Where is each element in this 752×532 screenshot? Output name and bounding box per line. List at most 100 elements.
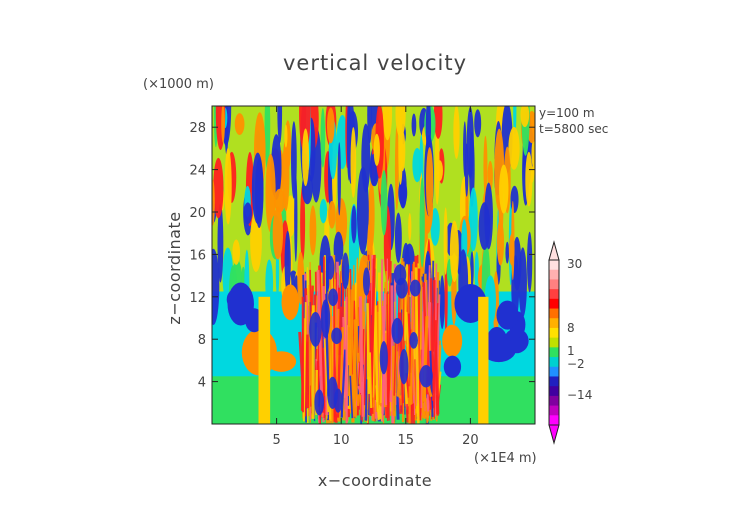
colorbar-segment bbox=[549, 308, 559, 319]
field-streak bbox=[297, 251, 305, 305]
field-blob bbox=[266, 351, 297, 372]
x-axis-label: x−coordinate bbox=[318, 471, 432, 490]
field-filament bbox=[349, 375, 354, 419]
y-tick-label: 8 bbox=[198, 333, 206, 348]
field-streak bbox=[483, 135, 488, 197]
annotation-y: y=100 m bbox=[539, 106, 595, 120]
field-column bbox=[478, 296, 489, 424]
x-tick-label: 15 bbox=[398, 433, 415, 448]
field-core bbox=[331, 327, 343, 345]
chart-title: vertical velocity bbox=[283, 51, 467, 75]
field-streak bbox=[284, 124, 288, 148]
y-axis: 4 8 12 16 20 24 28 bbox=[189, 121, 535, 391]
field-streak bbox=[496, 219, 505, 266]
field-filament bbox=[302, 302, 307, 422]
field-streak bbox=[444, 256, 448, 336]
field-column bbox=[258, 296, 271, 424]
field-streak bbox=[221, 106, 225, 143]
colorbar-segment bbox=[549, 347, 559, 358]
field-streak bbox=[469, 187, 478, 252]
field-streak bbox=[412, 147, 422, 183]
field-filament bbox=[361, 381, 365, 417]
colorbar-segment bbox=[549, 405, 559, 416]
field-streak bbox=[212, 179, 215, 226]
field-streak bbox=[520, 106, 530, 128]
y-tick-label: 4 bbox=[198, 376, 206, 391]
field-streak bbox=[425, 147, 434, 218]
field-filament bbox=[366, 303, 371, 394]
colorbar-bottom-arrow bbox=[548, 424, 560, 445]
colorbar-top-arrow bbox=[548, 240, 560, 261]
field-streak bbox=[277, 106, 283, 144]
field-streak bbox=[373, 133, 380, 166]
y-tick-label: 16 bbox=[189, 248, 206, 263]
field-core bbox=[391, 317, 404, 344]
field-core bbox=[341, 252, 350, 290]
plot-area bbox=[212, 106, 535, 424]
field-filament bbox=[308, 285, 311, 410]
field-core bbox=[314, 389, 325, 416]
field-streak bbox=[499, 164, 509, 214]
field-streak bbox=[217, 203, 224, 283]
colorbar-segment bbox=[549, 386, 559, 397]
field-streak bbox=[425, 106, 432, 157]
field-streak bbox=[508, 126, 520, 170]
field-streak bbox=[430, 208, 440, 246]
x-unit-label: (×1E4 m) bbox=[474, 451, 537, 466]
colorbar-tick-label: 8 bbox=[567, 321, 575, 335]
field-core bbox=[326, 255, 335, 280]
y-tick-label: 20 bbox=[189, 206, 206, 221]
field-filament bbox=[426, 384, 433, 398]
annotation-t: t=5800 sec bbox=[539, 122, 608, 136]
field-streak bbox=[333, 231, 344, 267]
y-tick-label: 24 bbox=[189, 164, 206, 179]
field-streak bbox=[212, 248, 220, 325]
field-core bbox=[328, 288, 339, 307]
plot-frame bbox=[211, 105, 536, 425]
field-streak bbox=[399, 183, 407, 209]
field-streak bbox=[346, 106, 351, 181]
field-streak bbox=[309, 205, 317, 256]
field-core bbox=[419, 365, 433, 388]
field-streak bbox=[243, 202, 252, 225]
field-streak bbox=[224, 147, 232, 225]
field-filament bbox=[434, 320, 439, 416]
field-streak bbox=[326, 107, 335, 144]
field-streak bbox=[350, 127, 357, 198]
colorbar-segment bbox=[549, 415, 559, 426]
field-streak bbox=[525, 151, 533, 207]
field-streak bbox=[449, 220, 459, 282]
colorbar-segment bbox=[549, 279, 559, 290]
field-core bbox=[395, 277, 408, 299]
field-streak bbox=[419, 177, 425, 268]
colorbar-segment bbox=[549, 327, 559, 339]
field-streak bbox=[251, 152, 264, 224]
field-streak bbox=[395, 106, 406, 138]
field-filament bbox=[429, 350, 434, 417]
field-filament bbox=[364, 379, 369, 421]
field-blob bbox=[442, 324, 463, 358]
x-tick-label: 10 bbox=[333, 433, 350, 448]
field-core bbox=[327, 376, 338, 410]
colorbar-segment bbox=[549, 260, 559, 271]
field-streak bbox=[433, 106, 443, 139]
colorbar-segment bbox=[549, 269, 559, 280]
field-streak bbox=[474, 109, 482, 138]
colorbar-segment bbox=[549, 357, 559, 368]
field-filament bbox=[351, 319, 358, 423]
field-streak bbox=[232, 239, 241, 265]
field-streak bbox=[337, 142, 341, 216]
field-core bbox=[409, 279, 421, 297]
field-streak bbox=[531, 137, 535, 170]
field-streak bbox=[294, 174, 298, 262]
colorbar-segment bbox=[549, 289, 559, 300]
field-streak bbox=[380, 170, 388, 236]
field-streak bbox=[439, 275, 445, 330]
field-core bbox=[320, 299, 331, 338]
field-streak bbox=[474, 251, 479, 294]
field-filament bbox=[410, 372, 413, 404]
field-streak bbox=[505, 241, 510, 264]
field-streak bbox=[320, 107, 326, 168]
field-core bbox=[309, 311, 322, 347]
